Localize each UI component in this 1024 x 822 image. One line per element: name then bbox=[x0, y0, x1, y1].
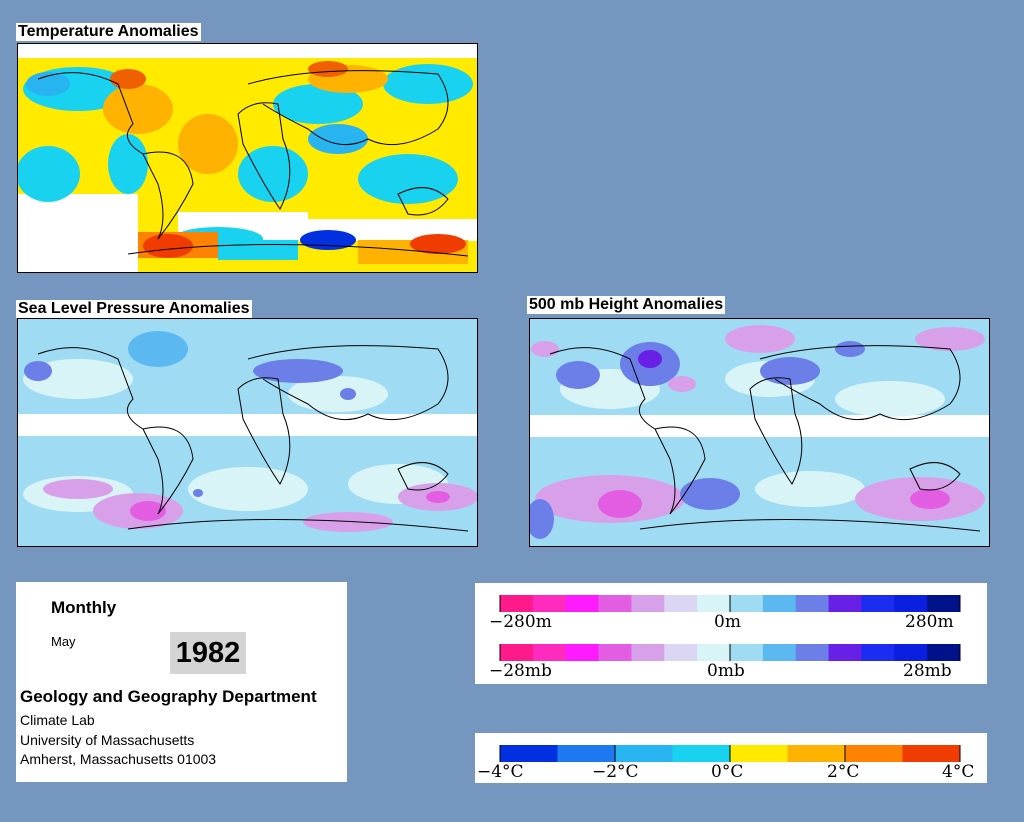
height-legend-max: 280m bbox=[905, 612, 954, 632]
colorbar-segment bbox=[927, 644, 961, 661]
lab-label: Climate Lab bbox=[20, 712, 95, 728]
slp-panel-title: Sea Level Pressure Anomalies bbox=[16, 300, 252, 318]
colorbar-segment bbox=[730, 644, 764, 661]
colorbar-segment bbox=[615, 745, 673, 762]
temperature-panel-title: Temperature Anomalies bbox=[16, 23, 201, 41]
colorbar-segment bbox=[861, 595, 895, 612]
colorbar-segment bbox=[500, 595, 534, 612]
temp-legend-tick-0: 0°C bbox=[711, 762, 744, 782]
colorbar-segment bbox=[927, 595, 961, 612]
height-anomaly-map bbox=[529, 318, 990, 547]
colorbar-segment bbox=[787, 745, 846, 762]
colorbar-segment bbox=[795, 644, 830, 661]
colorbar-segment bbox=[828, 595, 862, 612]
colorbar-segment bbox=[894, 644, 928, 661]
temperature-anomaly-map bbox=[17, 43, 478, 273]
colorbar-segment bbox=[730, 595, 764, 612]
temp-legend-tick-minus2: −2°C bbox=[592, 762, 639, 782]
pressure-legend-mid: 0mb bbox=[707, 661, 745, 681]
colorbar-segment bbox=[762, 595, 797, 612]
slp-map-graphic bbox=[18, 319, 477, 546]
colorbar-segment bbox=[500, 644, 534, 661]
period-label: Monthly bbox=[51, 598, 117, 617]
colorbar-segment bbox=[902, 745, 961, 762]
temperature-colorbar bbox=[499, 745, 961, 762]
height-map-graphic bbox=[530, 319, 989, 546]
colorbar-segment bbox=[565, 644, 600, 661]
slp-anomaly-map bbox=[17, 318, 478, 547]
colorbar-segment bbox=[697, 595, 731, 612]
height-legend-min: −280m bbox=[489, 612, 552, 632]
colorbar-segment bbox=[598, 644, 632, 661]
colorbar-segment bbox=[697, 644, 731, 661]
temp-legend-tick-minus4: −4°C bbox=[477, 762, 524, 782]
colorbar-segment bbox=[762, 644, 797, 661]
pressure-legend-max: 28mb bbox=[903, 661, 952, 681]
colorbar-segment bbox=[664, 644, 698, 661]
temp-legend-tick-2: 2°C bbox=[827, 762, 860, 782]
month-label: May bbox=[51, 634, 76, 649]
colorbar-segment bbox=[664, 595, 698, 612]
colorbar-segment bbox=[730, 745, 788, 762]
colorbar-segment bbox=[894, 595, 928, 612]
colorbar-segment bbox=[631, 644, 665, 661]
colorbar-segment bbox=[500, 745, 558, 762]
height-legend-mid: 0m bbox=[714, 612, 741, 632]
colorbar-segment bbox=[672, 745, 731, 762]
colorbar-segment bbox=[631, 595, 665, 612]
temperature-map-graphic bbox=[18, 44, 477, 272]
colorbar-segment bbox=[598, 595, 632, 612]
colorbar-segment bbox=[861, 644, 895, 661]
temperature-legend: −4°C −2°C 0°C 2°C 4°C bbox=[475, 733, 987, 783]
colorbar-segment bbox=[795, 595, 830, 612]
address-label: Amherst, Massachusetts 01003 bbox=[20, 751, 217, 767]
anomaly-legend: −280m 0m 280m −28mb 0mb 28mb bbox=[475, 583, 987, 684]
department-label: Geology and Geography Department bbox=[20, 687, 317, 706]
height-panel-title: 500 mb Height Anomalies bbox=[527, 296, 726, 314]
colorbar-segment bbox=[565, 595, 600, 612]
pressure-legend-min: −28mb bbox=[489, 661, 552, 681]
colorbar-segment bbox=[557, 745, 616, 762]
colorbar-segment bbox=[532, 595, 567, 612]
university-label: University of Massachusetts bbox=[20, 732, 195, 748]
info-panel: Monthly May 1982 Geology and Geography D… bbox=[16, 582, 347, 782]
temp-legend-tick-4: 4°C bbox=[942, 762, 975, 782]
colorbar-segment bbox=[845, 745, 903, 762]
anomaly-colorbars bbox=[499, 595, 961, 661]
colorbar-segment bbox=[828, 644, 862, 661]
year-label: 1982 bbox=[170, 632, 246, 674]
colorbar-segment bbox=[532, 644, 567, 661]
